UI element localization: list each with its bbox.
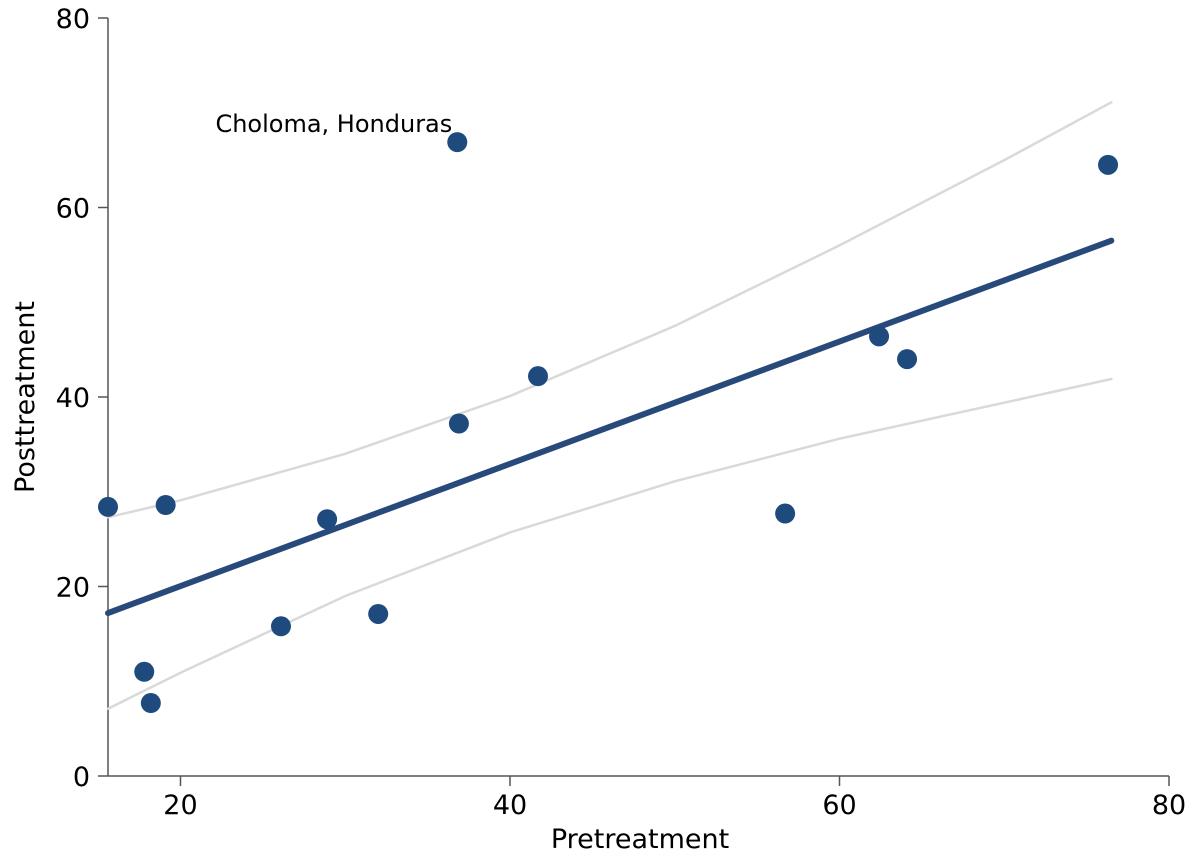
point xyxy=(270,616,291,637)
x-tick-label: 20 xyxy=(163,790,197,821)
y-tick-label: 80 xyxy=(56,4,90,35)
point xyxy=(155,495,176,516)
point xyxy=(448,413,469,434)
point xyxy=(447,132,468,153)
y-tick-label: 0 xyxy=(73,762,90,793)
point xyxy=(1098,154,1119,175)
annotation: Choloma, Honduras xyxy=(215,110,452,138)
x-tick-label: 40 xyxy=(493,790,527,821)
point xyxy=(134,661,155,682)
point xyxy=(317,509,338,530)
x-tick-label: 80 xyxy=(1152,790,1186,821)
point xyxy=(140,693,161,714)
y-tick-label: 60 xyxy=(56,194,90,225)
y-tick-label: 20 xyxy=(56,573,90,604)
y-tick-label: 40 xyxy=(56,383,90,414)
point xyxy=(897,349,918,370)
x-axis-title: Pretreatment xyxy=(551,824,729,853)
confidence-band-lower xyxy=(106,377,1113,710)
point xyxy=(775,503,796,524)
point xyxy=(869,326,890,347)
y-axis-title: Posttreatment xyxy=(10,301,41,493)
point xyxy=(98,496,118,517)
x-tick-label: 60 xyxy=(822,790,856,821)
fit-line xyxy=(105,237,1115,617)
confidence-band-upper xyxy=(106,101,1113,519)
point xyxy=(528,366,549,387)
point xyxy=(368,603,389,624)
